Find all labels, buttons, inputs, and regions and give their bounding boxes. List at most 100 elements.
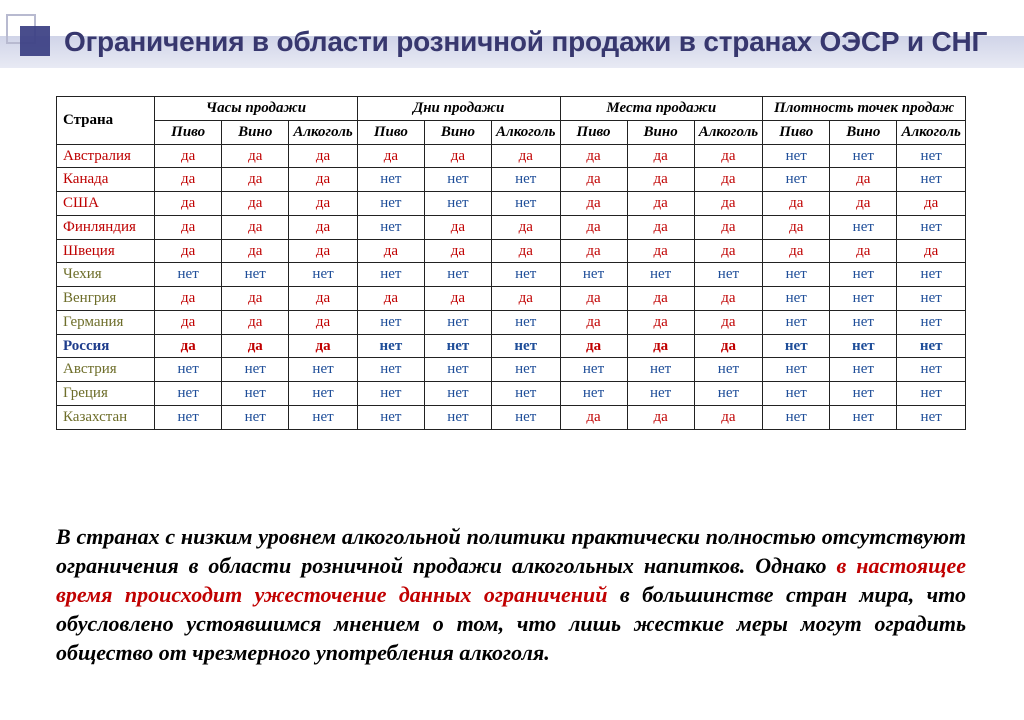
value-cell: да [357,287,424,311]
value-cell: нет [424,263,491,287]
value-cell: да [289,310,358,334]
value-cell: нет [357,405,424,429]
value-cell: нет [694,382,763,406]
value-cell: да [627,215,694,239]
value-cell: нет [222,382,289,406]
value-cell: нет [491,263,560,287]
value-cell: да [155,287,222,311]
value-cell: нет [763,405,830,429]
value-cell: да [763,215,830,239]
value-cell: нет [830,405,897,429]
value-cell: нет [763,144,830,168]
table-row: Германиядададанетнетнетдададанетнетнет [57,310,966,334]
value-cell: да [155,239,222,263]
value-cell: да [222,310,289,334]
col-country: Страна [57,97,155,145]
value-cell: да [222,168,289,192]
value-cell: нет [830,358,897,382]
value-cell: да [155,144,222,168]
col-sub: Вино [424,120,491,144]
table-row: Австралиядададададададададанетнетнет [57,144,966,168]
value-cell: нет [897,168,966,192]
value-cell: да [560,144,627,168]
value-cell: нет [424,358,491,382]
value-cell: да [897,192,966,216]
value-cell: да [357,144,424,168]
col-sub: Пиво [560,120,627,144]
value-cell: нет [491,168,560,192]
value-cell: нет [222,263,289,287]
value-cell: нет [830,310,897,334]
table-row: Венгриядададададададададанетнетнет [57,287,966,311]
table-row: Канададададанетнетнетдададанетданет [57,168,966,192]
value-cell: да [491,287,560,311]
para-part-1: В странах с низким уровнем алкогольной п… [56,524,966,578]
col-sub: Пиво [763,120,830,144]
value-cell: да [830,192,897,216]
value-cell: нет [830,287,897,311]
value-cell: да [694,168,763,192]
value-cell: да [289,239,358,263]
table-row: Финляндиядададанетдадададададанетнет [57,215,966,239]
value-cell: нет [424,334,491,358]
value-cell: нет [560,263,627,287]
value-cell: да [830,239,897,263]
value-cell: нет [357,192,424,216]
table-row: СШАдададанетнетнетдададададада [57,192,966,216]
value-cell: нет [357,334,424,358]
country-cell: США [57,192,155,216]
value-cell: нет [155,263,222,287]
page-title: Ограничения в области розничной продажи … [64,26,987,58]
table-head: Страна Часы продажи Дни продажи Места пр… [57,97,966,145]
value-cell: да [560,405,627,429]
value-cell: да [289,144,358,168]
value-cell: да [627,168,694,192]
value-cell: нет [357,358,424,382]
value-cell: нет [155,405,222,429]
value-cell: нет [830,215,897,239]
value-cell: да [424,287,491,311]
value-cell: нет [763,310,830,334]
value-cell: нет [560,358,627,382]
value-cell: нет [424,192,491,216]
value-cell: да [627,287,694,311]
value-cell: нет [491,310,560,334]
value-cell: нет [491,192,560,216]
value-cell: нет [897,382,966,406]
value-cell: да [222,215,289,239]
col-sub: Алкоголь [694,120,763,144]
col-group-2: Места продажи [560,97,763,121]
value-cell: нет [763,358,830,382]
value-cell: нет [627,382,694,406]
value-cell: да [424,239,491,263]
value-cell: да [694,239,763,263]
col-sub: Пиво [357,120,424,144]
value-cell: да [289,192,358,216]
value-cell: да [222,239,289,263]
value-cell: да [289,168,358,192]
value-cell: нет [897,215,966,239]
col-sub: Алкоголь [897,120,966,144]
col-group-0: Часы продажи [155,97,358,121]
value-cell: да [222,192,289,216]
restrictions-table: Страна Часы продажи Дни продажи Места пр… [56,96,966,430]
value-cell: нет [897,310,966,334]
value-cell: да [491,215,560,239]
value-cell: нет [424,382,491,406]
country-cell: Канада [57,168,155,192]
col-sub: Пиво [155,120,222,144]
value-cell: да [289,334,358,358]
value-cell: да [694,287,763,311]
value-cell: нет [357,382,424,406]
value-cell: да [491,239,560,263]
value-cell: нет [491,358,560,382]
value-cell: да [424,215,491,239]
value-cell: да [155,168,222,192]
value-cell: нет [830,382,897,406]
country-cell: Швеция [57,239,155,263]
value-cell: да [155,334,222,358]
value-cell: да [560,192,627,216]
value-cell: нет [897,405,966,429]
value-cell: да [289,287,358,311]
value-cell: да [897,239,966,263]
